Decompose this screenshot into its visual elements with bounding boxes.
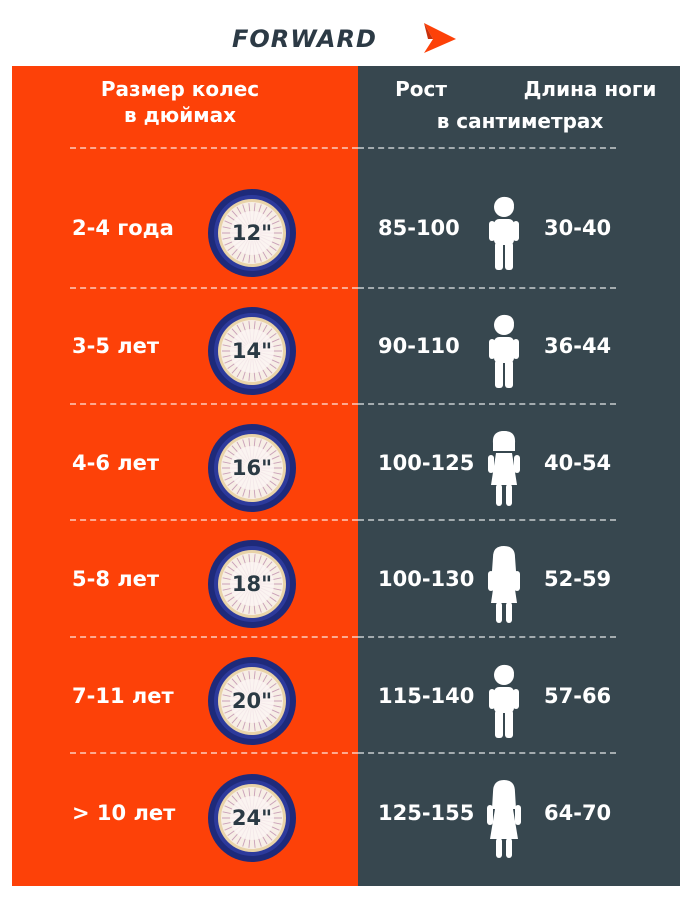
height-range: 90-110 bbox=[378, 334, 460, 358]
wheel-size-panel bbox=[12, 66, 358, 886]
row-separator bbox=[70, 403, 358, 405]
age-range: 7-11 лет bbox=[72, 684, 174, 708]
wheel-size-label: 24" bbox=[231, 806, 273, 830]
age-range: 5-8 лет bbox=[72, 567, 160, 591]
size-row: 2-4 года 12" 85-100 30-40 bbox=[12, 170, 680, 286]
boy-icon bbox=[489, 314, 519, 388]
height-range: 100-130 bbox=[378, 567, 475, 591]
row-separator bbox=[358, 752, 616, 754]
leg-length-range: 57-66 bbox=[544, 684, 612, 708]
boy-icon bbox=[489, 664, 519, 738]
leg-length-range: 64-70 bbox=[544, 801, 612, 825]
row-separator bbox=[358, 519, 616, 521]
brand-logo: FORWARD bbox=[0, 0, 692, 66]
girl-dress-icon bbox=[487, 780, 521, 858]
wheel-icon bbox=[208, 424, 296, 512]
wheel-icon bbox=[208, 189, 296, 277]
girl-icon bbox=[488, 431, 520, 506]
wheel-size-label: 14" bbox=[231, 339, 273, 363]
row-separator bbox=[70, 147, 358, 149]
row-separator bbox=[70, 636, 358, 638]
row-separator bbox=[70, 519, 358, 521]
wheel-size-header-line2: в дюймах bbox=[124, 103, 236, 127]
row-separator bbox=[70, 287, 358, 289]
wheel-icon bbox=[208, 540, 296, 628]
row-separator bbox=[70, 752, 358, 754]
age-range: 3-5 лет bbox=[72, 334, 160, 358]
wheel-size-label: 20" bbox=[231, 689, 273, 713]
wheel-size-label: 16" bbox=[231, 456, 273, 480]
brand-name: FORWARD bbox=[232, 25, 377, 53]
arrow-logo-icon bbox=[424, 23, 456, 53]
size-row: 4-6 лет 16" 100-125 40-54 bbox=[12, 405, 680, 521]
leg-length-range: 40-54 bbox=[544, 451, 612, 475]
wheel-size-header: Размер колес в дюймах bbox=[60, 76, 300, 128]
height-range: 85-100 bbox=[378, 216, 460, 240]
boy-icon bbox=[489, 196, 519, 270]
leg-length-range: 52-59 bbox=[544, 567, 612, 591]
wheel-size-label: 18" bbox=[231, 572, 273, 596]
size-row: > 10 лет 24" 125-155 64-70 bbox=[12, 755, 680, 871]
unit-header: в сантиметрах bbox=[436, 109, 604, 133]
height-range: 125-155 bbox=[378, 801, 475, 825]
wheel-icon bbox=[208, 774, 296, 862]
wheel-icon bbox=[208, 657, 296, 745]
size-row: 7-11 лет 20" 115-140 57-66 bbox=[12, 638, 680, 754]
body-size-panel bbox=[358, 66, 680, 886]
row-separator bbox=[358, 147, 616, 149]
leg-length-range: 36-44 bbox=[544, 334, 612, 358]
leg-length-header: Длина ноги bbox=[523, 77, 657, 101]
height-header: Рост bbox=[395, 77, 447, 101]
height-range: 100-125 bbox=[378, 451, 475, 475]
row-separator bbox=[358, 636, 616, 638]
age-range: 4-6 лет bbox=[72, 451, 160, 475]
girl-long-hair-icon bbox=[488, 546, 520, 623]
size-row: 5-8 лет 18" 100-130 52-59 bbox=[12, 521, 680, 637]
leg-length-range: 30-40 bbox=[544, 216, 612, 240]
height-range: 115-140 bbox=[378, 684, 475, 708]
age-range: 2-4 года bbox=[72, 216, 174, 240]
wheel-size-header-line1: Размер колес bbox=[100, 77, 260, 101]
wheel-size-label: 12" bbox=[231, 221, 273, 245]
wheel-icon bbox=[208, 307, 296, 395]
row-separator bbox=[358, 287, 616, 289]
age-range: > 10 лет bbox=[72, 801, 176, 825]
row-separator bbox=[358, 403, 616, 405]
size-row: 3-5 лет 14" 90-110 36-44 bbox=[12, 288, 680, 404]
